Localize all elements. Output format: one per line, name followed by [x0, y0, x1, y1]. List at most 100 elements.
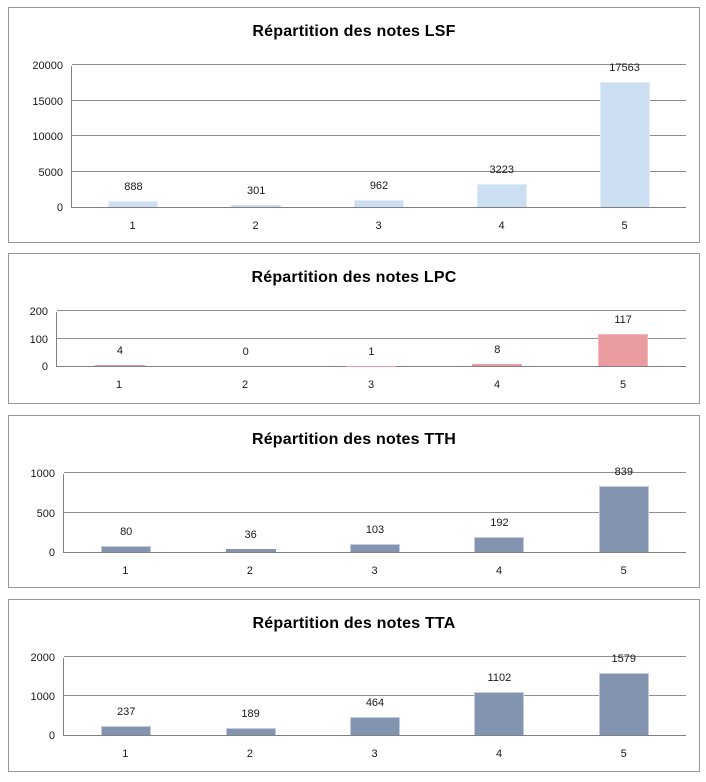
- bar-value-label: 0: [242, 346, 249, 358]
- bar: [353, 200, 404, 207]
- gridline: [57, 337, 686, 339]
- x-tick-label: 5: [621, 220, 628, 232]
- bar-value-label: 888: [124, 180, 143, 193]
- bar-slot: 962: [318, 66, 441, 207]
- y-tick-label: 0: [41, 361, 48, 373]
- x-tick-label: 1: [122, 748, 129, 760]
- gridline: [57, 310, 686, 311]
- bar-value-label: 117: [614, 313, 632, 326]
- x-tick-label: 5: [619, 379, 627, 391]
- y-tick-label: 1000: [30, 691, 55, 703]
- bar-slot: 0: [183, 312, 309, 366]
- bar-value-label: 80: [120, 525, 133, 538]
- chart-panel-lsf: Répartition des notes LSF 888 301 962 3223 1…: [8, 7, 700, 243]
- x-tick-label: 4: [493, 379, 501, 391]
- x-tick-label: 2: [246, 748, 253, 760]
- x-tick-label: 5: [620, 565, 627, 577]
- x-tick-label: 2: [241, 379, 249, 391]
- bar-slot: 1: [309, 312, 435, 366]
- y-tick-label: 0: [48, 730, 55, 742]
- bar: [101, 725, 152, 735]
- x-tick-label: 4: [498, 220, 505, 232]
- bar: [598, 333, 649, 366]
- y-tick-label: 200: [29, 306, 48, 318]
- gridline: [64, 472, 686, 473]
- gridline: [72, 64, 686, 65]
- gridline: [72, 99, 686, 101]
- bar-value-label: 1579: [611, 653, 637, 666]
- x-tick-label: 2: [252, 220, 259, 232]
- bar-value-label: 103: [365, 523, 385, 536]
- x-tick-label: 3: [371, 748, 378, 760]
- y-tick-label: 2000: [30, 652, 55, 664]
- y-tick-label: 0: [56, 202, 63, 214]
- x-tick-label: 1: [129, 220, 136, 232]
- bar-slot: 192: [437, 474, 561, 552]
- bar-slot: 1102: [437, 658, 561, 735]
- x-tick-label: 5: [620, 748, 627, 760]
- bar: [225, 549, 276, 552]
- gridline: [64, 511, 686, 513]
- bar: [349, 543, 400, 552]
- bar-value-label: 464: [365, 696, 385, 709]
- bar-slot: 839: [562, 466, 686, 552]
- bar-slot: 4: [57, 312, 183, 366]
- x-tick-label: 1: [115, 379, 123, 391]
- bar-slot: 17563: [563, 62, 686, 207]
- plot-area-lpc: 4 0 1 8 117: [56, 310, 686, 367]
- bar-value-label: 839: [614, 465, 633, 478]
- bar-slot: 3223: [440, 66, 563, 207]
- bar: [598, 673, 649, 735]
- y-tick-label: 15000: [32, 95, 63, 108]
- gridline: [72, 135, 686, 136]
- bar-value-label: 962: [369, 180, 389, 193]
- chart-panel-lpc: Répartition des notes LPC 4 0 1 8 117 0 100 20…: [8, 253, 700, 404]
- bar: [108, 200, 159, 207]
- chart-title-tth: Répartition des notes TTH: [251, 431, 457, 448]
- bar-slot: 301: [195, 66, 318, 207]
- y-tick-label: 5000: [38, 166, 63, 179]
- bar-value-label: 192: [490, 516, 509, 529]
- x-tick-label: 4: [496, 748, 503, 760]
- y-tick-label: 20000: [32, 60, 63, 72]
- bar-slot: 888: [72, 66, 195, 207]
- bar-value-label: 237: [117, 705, 136, 718]
- plot-area-tth: 80 36 103 192 839: [63, 466, 686, 553]
- y-tick-label: 0: [48, 547, 55, 559]
- gridline: [64, 656, 686, 657]
- bar: [476, 184, 527, 207]
- bar-slot: 117: [560, 312, 686, 366]
- bar: [474, 692, 525, 735]
- bar: [349, 716, 400, 735]
- bar-slot: 464: [313, 658, 437, 735]
- y-tick-label: 1000: [30, 468, 55, 480]
- chart-title-lsf: Répartition des notes LSF: [252, 23, 456, 40]
- bar-value-label: 1: [368, 345, 375, 358]
- chart-panel-tth: Répartition des notes TTH 80 36 103 192 839 …: [8, 415, 700, 588]
- bar-value-label: 36: [244, 529, 257, 542]
- bar-slot: 1579: [562, 653, 686, 735]
- x-tick-label: 1: [122, 565, 129, 577]
- bar: [472, 363, 523, 366]
- plot-area-tta: 237 189 464 1102 1579: [63, 653, 686, 736]
- bar: [598, 485, 649, 552]
- bar-value-label: 301: [247, 184, 266, 197]
- chart-title-tta: Répartition des notes TTA: [252, 615, 456, 632]
- bar: [101, 545, 152, 552]
- bar-slot: 189: [188, 658, 312, 735]
- x-tick-label: 3: [371, 565, 378, 577]
- x-tick-label: 3: [375, 220, 382, 232]
- bar: [599, 82, 650, 207]
- y-tick-label: 100: [29, 333, 48, 346]
- x-tick-label: 4: [496, 565, 503, 577]
- bar-value-label: 8: [494, 343, 501, 356]
- bar-value-label: 3223: [489, 164, 515, 177]
- bar-slot: 36: [188, 474, 312, 552]
- bar-slot: 237: [64, 658, 188, 735]
- bar-value-label: 189: [241, 707, 260, 720]
- bar-slot: 103: [313, 474, 437, 552]
- bar-value-label: 17563: [609, 62, 640, 75]
- chart-title-lpc: Répartition des notes LPC: [251, 269, 457, 286]
- bar-value-label: 1102: [487, 672, 512, 685]
